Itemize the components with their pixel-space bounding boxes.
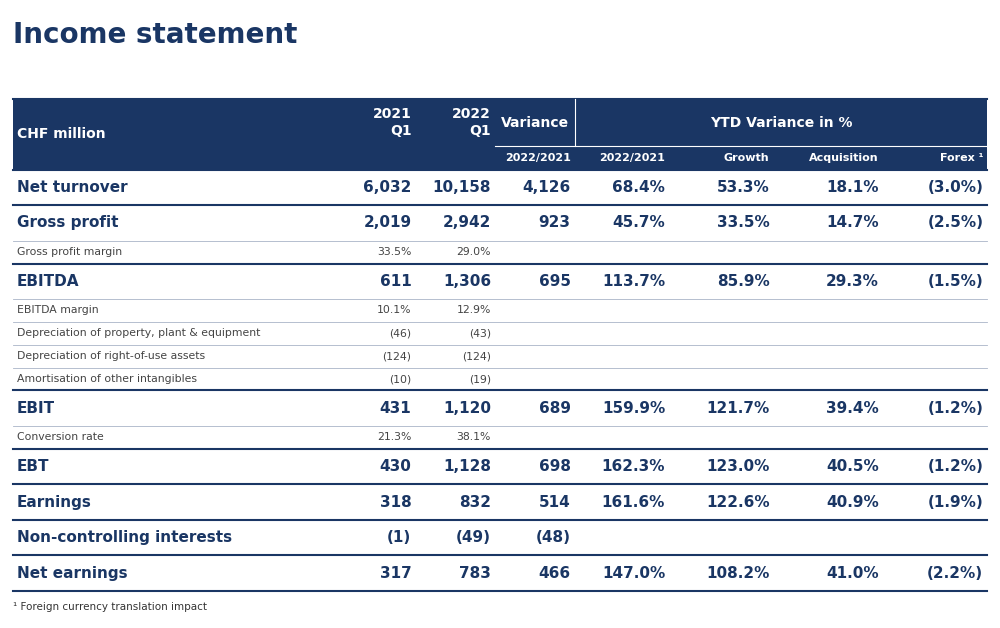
Text: 2022/2021: 2022/2021 <box>599 153 665 163</box>
Text: Acquisition: Acquisition <box>809 153 879 163</box>
Text: 39.4%: 39.4% <box>826 401 879 416</box>
Text: YTD Variance in %: YTD Variance in % <box>710 116 852 129</box>
Text: 317: 317 <box>380 566 411 581</box>
Text: Non-controlling interests: Non-controlling interests <box>17 530 232 545</box>
Text: Gross profit: Gross profit <box>17 215 118 230</box>
Text: 1,128: 1,128 <box>443 459 491 474</box>
Text: 45.7%: 45.7% <box>612 215 665 230</box>
Text: 113.7%: 113.7% <box>602 274 665 289</box>
Text: 2021
Q1: 2021 Q1 <box>373 107 411 138</box>
Text: Amortisation of other intangibles: Amortisation of other intangibles <box>17 374 197 384</box>
Text: 40.5%: 40.5% <box>826 459 879 474</box>
Text: 161.6%: 161.6% <box>602 495 665 510</box>
Text: 159.9%: 159.9% <box>602 401 665 416</box>
Text: (1.5%): (1.5%) <box>928 274 983 289</box>
Text: 4,126: 4,126 <box>522 180 571 195</box>
Text: 68.4%: 68.4% <box>612 180 665 195</box>
Text: 121.7%: 121.7% <box>706 401 769 416</box>
Text: Net turnover: Net turnover <box>17 180 127 195</box>
Text: (1): (1) <box>387 530 411 545</box>
Text: (46): (46) <box>389 328 411 338</box>
Text: 147.0%: 147.0% <box>602 566 665 581</box>
Text: 85.9%: 85.9% <box>717 274 769 289</box>
Text: ¹ Foreign currency translation impact: ¹ Foreign currency translation impact <box>13 602 207 612</box>
Text: 514: 514 <box>539 495 571 510</box>
Text: 40.9%: 40.9% <box>826 495 879 510</box>
Text: 53.3%: 53.3% <box>717 180 769 195</box>
Text: Depreciation of right-of-use assets: Depreciation of right-of-use assets <box>17 351 205 361</box>
Text: 29.0%: 29.0% <box>457 247 491 257</box>
Text: 698: 698 <box>539 459 571 474</box>
Text: Variance: Variance <box>501 116 569 129</box>
Text: (43): (43) <box>469 328 491 338</box>
Text: 38.1%: 38.1% <box>457 433 491 442</box>
Text: Conversion rate: Conversion rate <box>17 433 103 442</box>
Text: 783: 783 <box>459 566 491 581</box>
Text: 33.5%: 33.5% <box>717 215 769 230</box>
Text: 18.1%: 18.1% <box>826 180 879 195</box>
Text: 832: 832 <box>459 495 491 510</box>
Text: EBITDA margin: EBITDA margin <box>17 305 98 315</box>
Text: 10.1%: 10.1% <box>377 305 411 315</box>
Text: (124): (124) <box>462 351 491 361</box>
Text: (124): (124) <box>382 351 411 361</box>
Text: 1,120: 1,120 <box>443 401 491 416</box>
Text: 2,019: 2,019 <box>363 215 411 230</box>
Text: 6,032: 6,032 <box>363 180 411 195</box>
Text: 12.9%: 12.9% <box>457 305 491 315</box>
Text: 14.7%: 14.7% <box>826 215 879 230</box>
Text: Depreciation of property, plant & equipment: Depreciation of property, plant & equipm… <box>17 328 260 338</box>
Text: EBITDA: EBITDA <box>17 274 79 289</box>
Text: 21.3%: 21.3% <box>377 433 411 442</box>
Text: Gross profit margin: Gross profit margin <box>17 247 122 257</box>
Text: EBIT: EBIT <box>17 401 55 416</box>
Text: 41.0%: 41.0% <box>826 566 879 581</box>
Text: (3.0%): (3.0%) <box>927 180 983 195</box>
Text: 33.5%: 33.5% <box>377 247 411 257</box>
Text: (48): (48) <box>536 530 571 545</box>
Text: 431: 431 <box>380 401 411 416</box>
Text: (10): (10) <box>389 374 411 384</box>
Text: 695: 695 <box>539 274 571 289</box>
Text: (19): (19) <box>469 374 491 384</box>
Text: 2,942: 2,942 <box>443 215 491 230</box>
Text: Net earnings: Net earnings <box>17 566 127 581</box>
Text: 689: 689 <box>539 401 571 416</box>
Text: (1.9%): (1.9%) <box>928 495 983 510</box>
Text: 430: 430 <box>380 459 411 474</box>
Text: (2.5%): (2.5%) <box>927 215 983 230</box>
Text: 162.3%: 162.3% <box>602 459 665 474</box>
Text: Forex ¹: Forex ¹ <box>940 153 983 163</box>
Bar <box>13 99 987 170</box>
Text: 466: 466 <box>538 566 571 581</box>
Text: Growth: Growth <box>724 153 769 163</box>
Text: 108.2%: 108.2% <box>706 566 769 581</box>
Text: Earnings: Earnings <box>17 495 92 510</box>
Text: 122.6%: 122.6% <box>706 495 769 510</box>
Text: (1.2%): (1.2%) <box>927 401 983 416</box>
Text: (1.2%): (1.2%) <box>927 459 983 474</box>
Text: 318: 318 <box>380 495 411 510</box>
Text: 2022/2021: 2022/2021 <box>505 153 571 163</box>
Text: CHF million: CHF million <box>17 127 105 141</box>
Text: (2.2%): (2.2%) <box>927 566 983 581</box>
Text: 923: 923 <box>539 215 571 230</box>
Text: 29.3%: 29.3% <box>826 274 879 289</box>
Text: (49): (49) <box>456 530 491 545</box>
Text: 1,306: 1,306 <box>443 274 491 289</box>
Text: Income statement: Income statement <box>13 21 297 50</box>
Text: 123.0%: 123.0% <box>706 459 769 474</box>
Text: EBT: EBT <box>17 459 49 474</box>
Text: 2022
Q1: 2022 Q1 <box>452 107 491 138</box>
Text: 10,158: 10,158 <box>433 180 491 195</box>
Text: 611: 611 <box>380 274 411 289</box>
